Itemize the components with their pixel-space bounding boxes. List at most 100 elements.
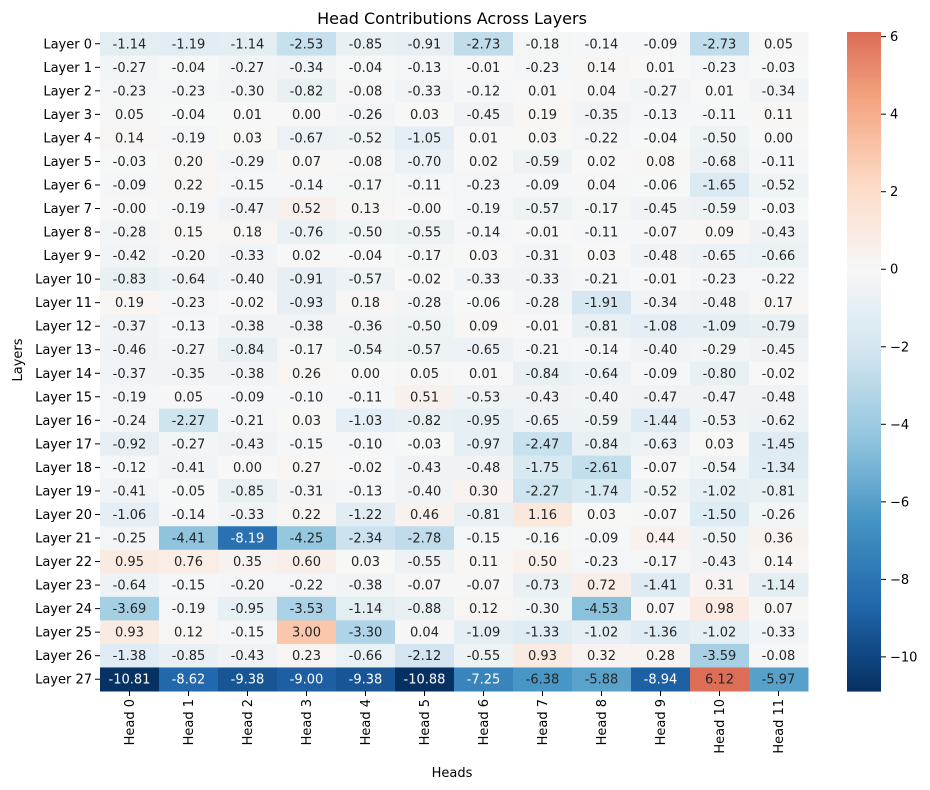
cell-value-label: 0.23	[292, 649, 321, 664]
heatmap-cell	[631, 149, 691, 174]
heatmap-cell	[690, 502, 750, 527]
cell-value-label: -0.33	[467, 273, 501, 288]
colorbar-segment	[847, 552, 881, 557]
cell-value-label: 0.01	[469, 131, 498, 146]
colorbar-segment	[847, 351, 881, 356]
heatmap-cell	[159, 526, 219, 551]
heatmap-cell	[336, 220, 396, 245]
colorbar-segment	[847, 140, 881, 145]
colorbar-segment	[847, 32, 881, 36]
colorbar-segment	[847, 447, 881, 452]
heatmap-cell	[100, 596, 160, 621]
heatmap-cells: -1.14 -1.19 -1.14 -2.53 -0.85 -0.91 -2.73 -0.18…	[100, 32, 809, 692]
cell-value-label: -0.21	[526, 343, 560, 358]
colorbar-segment	[847, 588, 881, 593]
colorbar-segment	[847, 667, 881, 672]
heatmap-cell	[395, 643, 455, 668]
heatmap-cell	[277, 361, 337, 386]
cell-value-label: -0.09	[644, 37, 678, 52]
y-tick-label: Layer 19	[35, 484, 92, 499]
cell-value-label: -1.06	[113, 508, 147, 523]
cell-value-label: -1.41	[644, 579, 678, 594]
cell-value-label: -0.28	[113, 226, 147, 241]
heatmap-cell	[631, 102, 691, 127]
cell-value-label: -0.93	[290, 296, 324, 311]
cell-value-label: 0.02	[469, 155, 498, 170]
heatmap-cell	[749, 79, 809, 104]
heatmap-cell	[631, 267, 691, 292]
heatmap-cell	[749, 126, 809, 151]
heatmap-cell	[277, 502, 337, 527]
heatmap-cell	[572, 267, 632, 292]
heatmap-cell	[631, 79, 691, 104]
colorbar-segment	[847, 513, 881, 517]
cell-value-label: 0.51	[410, 390, 439, 405]
heatmap-cell	[395, 55, 455, 80]
x-tick-label: Head 5	[418, 699, 433, 745]
heatmap-cell	[159, 337, 219, 362]
cell-value-label: -0.84	[231, 343, 265, 358]
heatmap-cell	[100, 408, 160, 433]
cell-value-label: -0.01	[644, 273, 678, 288]
heatmap-cell	[218, 267, 278, 292]
colorbar-segment	[847, 48, 881, 53]
heatmap-cell	[159, 149, 219, 174]
heatmap-cell	[513, 643, 573, 668]
heatmap-cell	[336, 408, 396, 433]
heatmap-cell	[631, 526, 691, 551]
colorbar-segment	[847, 176, 881, 181]
heatmap-cell	[749, 243, 809, 268]
colorbar-segment	[847, 661, 881, 666]
cell-value-label: 0.27	[292, 461, 321, 476]
cell-value-label: -0.65	[526, 414, 560, 429]
y-tick-label: Layer 12	[35, 320, 92, 335]
heatmap-cell	[454, 573, 514, 598]
cell-value-label: -0.01	[526, 226, 560, 241]
cell-value-label: -0.23	[172, 84, 206, 99]
heatmap-cell	[572, 643, 632, 668]
cell-value-label: -1.75	[526, 461, 560, 476]
heatmap-cell	[572, 314, 632, 339]
heatmap-cell	[395, 32, 455, 57]
heatmap-cell	[690, 314, 750, 339]
heatmap-cell	[395, 337, 455, 362]
cell-value-label: -0.27	[231, 61, 265, 76]
heatmap-cell	[631, 502, 691, 527]
heatmap-cell	[749, 667, 809, 692]
cell-value-label: -0.84	[526, 367, 560, 382]
colorbar-segment	[847, 45, 881, 50]
heatmap-cell	[395, 596, 455, 621]
cell-value-label: -0.04	[172, 61, 206, 76]
colorbar-segment	[847, 417, 881, 422]
heatmap-cell	[690, 267, 750, 292]
heatmap-cell	[277, 173, 337, 198]
cell-value-label: -0.11	[585, 226, 619, 241]
colorbar-segment	[847, 183, 881, 188]
x-tick-label: Head 3	[300, 699, 315, 745]
cell-value-label: 0.08	[646, 155, 675, 170]
heatmap-cell	[631, 314, 691, 339]
heatmap-cell	[690, 149, 750, 174]
heatmap-cell	[513, 149, 573, 174]
cell-value-label: 0.12	[469, 602, 498, 617]
heatmap-cell	[395, 455, 455, 480]
cell-value-label: -0.00	[408, 202, 442, 217]
heatmap-cell	[218, 643, 278, 668]
y-tick-label: Layer 14	[35, 367, 92, 382]
cell-value-label: -0.40	[585, 390, 619, 405]
cell-value-label: -0.04	[172, 108, 206, 123]
colorbar-segment	[847, 173, 881, 178]
cell-value-label: 0.12	[174, 626, 203, 641]
heatmap-cell	[572, 526, 632, 551]
heatmap-cell	[395, 102, 455, 127]
cell-value-label: -2.34	[349, 532, 383, 547]
cell-value-label: 0.60	[292, 555, 321, 570]
heatmap-cell	[336, 573, 396, 598]
colorbar-segment	[847, 232, 881, 237]
heatmap-cell	[572, 479, 632, 504]
heatmap-cell	[454, 385, 514, 410]
heatmap-cell	[395, 432, 455, 457]
x-axis-label: Heads	[432, 766, 473, 781]
cell-value-label: 0.00	[292, 108, 321, 123]
